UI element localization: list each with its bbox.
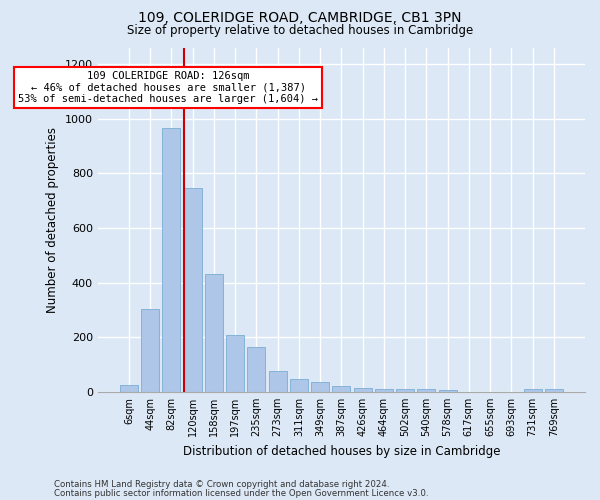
Bar <box>332 386 350 392</box>
Bar <box>396 389 414 392</box>
Bar <box>524 389 542 392</box>
Bar <box>439 390 457 392</box>
Bar <box>184 188 202 392</box>
Text: 109 COLERIDGE ROAD: 126sqm
← 46% of detached houses are smaller (1,387)
53% of s: 109 COLERIDGE ROAD: 126sqm ← 46% of deta… <box>18 70 318 104</box>
Bar <box>226 334 244 392</box>
Bar <box>418 389 436 392</box>
Bar <box>205 274 223 392</box>
Bar <box>141 308 159 392</box>
Bar <box>269 372 287 392</box>
X-axis label: Distribution of detached houses by size in Cambridge: Distribution of detached houses by size … <box>182 444 500 458</box>
Bar <box>311 382 329 392</box>
Bar <box>247 347 265 392</box>
Bar <box>120 385 138 392</box>
Bar <box>353 388 371 392</box>
Bar <box>163 128 181 392</box>
Text: Size of property relative to detached houses in Cambridge: Size of property relative to detached ho… <box>127 24 473 37</box>
Text: 109, COLERIDGE ROAD, CAMBRIDGE, CB1 3PN: 109, COLERIDGE ROAD, CAMBRIDGE, CB1 3PN <box>138 11 462 25</box>
Text: Contains HM Land Registry data © Crown copyright and database right 2024.: Contains HM Land Registry data © Crown c… <box>54 480 389 489</box>
Text: Contains public sector information licensed under the Open Government Licence v3: Contains public sector information licen… <box>54 489 428 498</box>
Bar <box>545 388 563 392</box>
Bar <box>375 388 393 392</box>
Y-axis label: Number of detached properties: Number of detached properties <box>46 126 59 312</box>
Bar <box>290 379 308 392</box>
